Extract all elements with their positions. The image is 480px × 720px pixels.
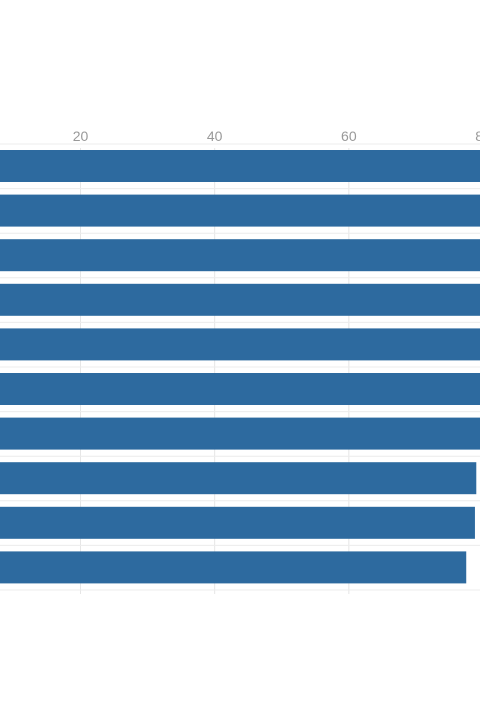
bar-10 bbox=[0, 551, 467, 584]
bar-8 bbox=[0, 462, 477, 495]
bar-2 bbox=[0, 194, 480, 227]
x-axis-ticks: 20 40 60 80 bbox=[73, 128, 480, 144]
bar-3 bbox=[0, 239, 480, 272]
bar-5 bbox=[0, 328, 480, 361]
bar-4 bbox=[0, 283, 480, 316]
bars bbox=[0, 150, 480, 584]
bar-6 bbox=[0, 373, 480, 405]
bar-1 bbox=[0, 150, 480, 182]
x-tick-label-60: 60 bbox=[341, 128, 357, 144]
x-tick-label-80: 80 bbox=[475, 128, 480, 144]
bar-7 bbox=[0, 417, 480, 450]
x-tick-label-20: 20 bbox=[73, 128, 89, 144]
row-separators bbox=[0, 143, 480, 591]
bar-9 bbox=[0, 506, 475, 539]
x-tick-label-40: 40 bbox=[207, 128, 223, 144]
